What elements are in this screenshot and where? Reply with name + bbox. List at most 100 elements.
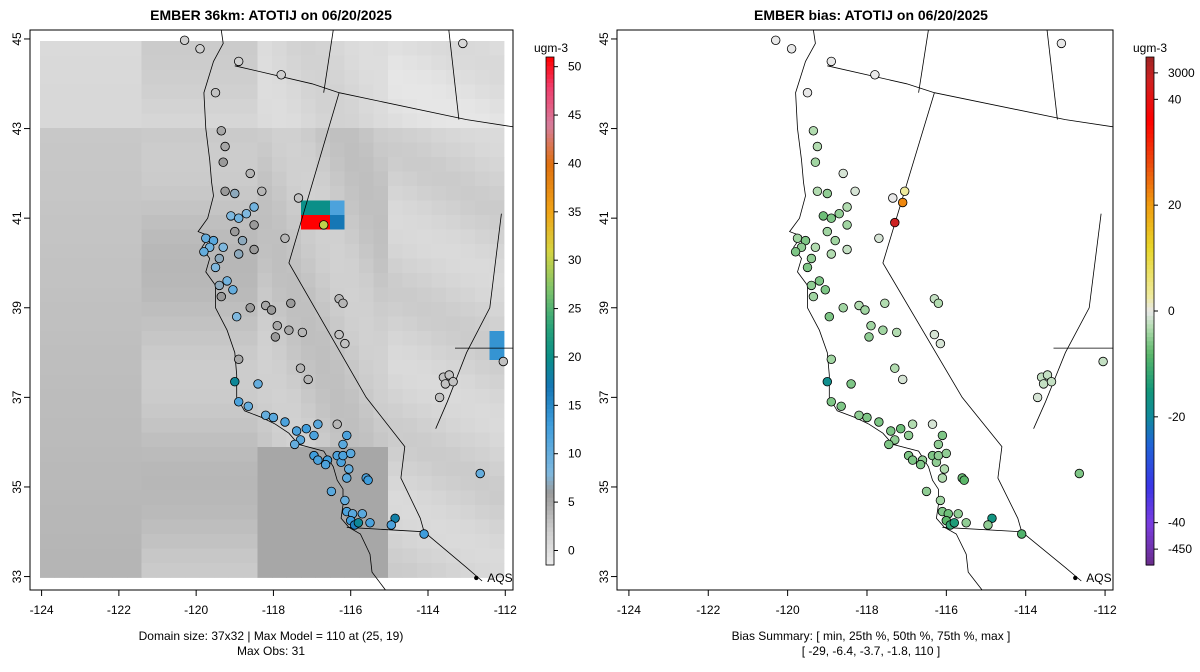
grid-cell	[112, 548, 128, 564]
grid-cell	[98, 142, 113, 158]
grid-cell	[98, 41, 113, 56]
site-marker	[808, 126, 819, 136]
grid-cell	[330, 41, 345, 56]
grid-cell	[460, 316, 476, 332]
grid-cell	[402, 171, 418, 187]
grid-cell	[40, 287, 55, 303]
colorbar-segment	[1146, 429, 1154, 435]
site-marker	[884, 439, 894, 450]
grid-cell	[446, 258, 461, 274]
grid-cell	[359, 215, 374, 230]
grid-cell	[359, 316, 374, 332]
colorbar-segment	[546, 260, 554, 266]
colorbar-segment	[546, 319, 554, 325]
colorbar-segment	[1146, 501, 1154, 507]
grid-cell	[388, 55, 403, 71]
grid-cell	[54, 41, 70, 56]
grid-cell	[460, 548, 476, 564]
grid-cell	[286, 461, 302, 477]
grid-cell	[402, 84, 418, 100]
grid-cell	[156, 157, 171, 172]
colorbar-segment	[1146, 484, 1154, 490]
grid-cell	[83, 360, 99, 375]
grid-cell	[170, 461, 186, 477]
colorbar-segment	[1146, 399, 1154, 405]
grid-cell	[301, 186, 316, 201]
grid-cell	[286, 215, 302, 230]
grid-cell	[69, 418, 84, 433]
right-plot-frame	[616, 29, 1114, 591]
grid-cell	[54, 84, 70, 100]
grid-cell	[344, 258, 360, 274]
colorbar-segment	[546, 471, 554, 477]
x-tick-label: -124	[30, 603, 54, 617]
grid-cell	[460, 186, 476, 201]
grid-cell	[301, 215, 316, 230]
grid-cell	[475, 331, 490, 346]
site-marker	[929, 329, 940, 340]
colorbar-segment	[1146, 531, 1154, 536]
site-marker	[838, 168, 848, 179]
y-tick-label: 37	[10, 390, 24, 404]
grid-cell	[98, 200, 113, 216]
site-marker	[1056, 38, 1067, 49]
grid-cell	[228, 418, 244, 433]
grid-cell	[141, 331, 157, 346]
grid-cell	[214, 99, 229, 114]
grid-cell	[127, 432, 142, 448]
grid-cell	[170, 258, 186, 274]
grid-cell	[460, 432, 476, 448]
grid-cell	[373, 447, 389, 462]
site-marker	[939, 464, 950, 474]
state-border	[448, 30, 460, 120]
grid-cell	[228, 461, 244, 477]
grid-cell	[214, 70, 229, 85]
grid-cell	[373, 171, 389, 187]
colorbar-segment	[546, 61, 554, 67]
grid-cell	[243, 186, 258, 201]
state-border	[918, 30, 929, 93]
grid-cell	[257, 519, 273, 535]
grid-cell	[54, 389, 70, 404]
grid-cell	[83, 200, 99, 216]
colorbar-tick-label: -40	[1168, 516, 1186, 530]
grid-cell	[475, 273, 490, 288]
grid-cell	[359, 55, 374, 71]
grid-cell	[40, 447, 55, 462]
grid-cell	[257, 99, 273, 114]
colorbar-segment	[1146, 255, 1154, 261]
site-marker	[344, 464, 354, 474]
grid-cell	[330, 142, 345, 158]
grid-cell	[330, 548, 345, 564]
grid-cell	[54, 519, 70, 535]
grid-cell	[344, 360, 360, 375]
grid-cell	[475, 389, 490, 404]
site-marker	[280, 233, 290, 244]
grid-cell	[170, 287, 186, 303]
grid-cell	[54, 360, 70, 375]
grid-cell	[315, 476, 331, 491]
x-tick-label: -116	[339, 603, 362, 617]
grid-cell	[40, 302, 55, 317]
grid-cell	[489, 345, 505, 361]
grid-cell	[257, 447, 273, 462]
colorbar-segment	[546, 382, 554, 388]
grid-cell	[185, 534, 200, 549]
grid-cell	[315, 229, 331, 245]
grid-cell	[373, 548, 389, 564]
grid-cell	[214, 171, 229, 187]
grid-cell	[431, 142, 447, 158]
grid-cell	[330, 563, 345, 578]
site-marker	[201, 233, 211, 244]
grid-cell	[460, 171, 476, 187]
coastline	[788, 30, 983, 590]
site-marker	[802, 262, 813, 273]
colorbar-segment	[546, 285, 554, 291]
grid-cell	[315, 403, 331, 419]
grid-cell	[301, 113, 316, 129]
colorbar-segment	[1146, 222, 1154, 227]
grid-cell	[388, 273, 403, 288]
grid-cell	[257, 55, 273, 71]
grid-cell	[359, 548, 374, 564]
